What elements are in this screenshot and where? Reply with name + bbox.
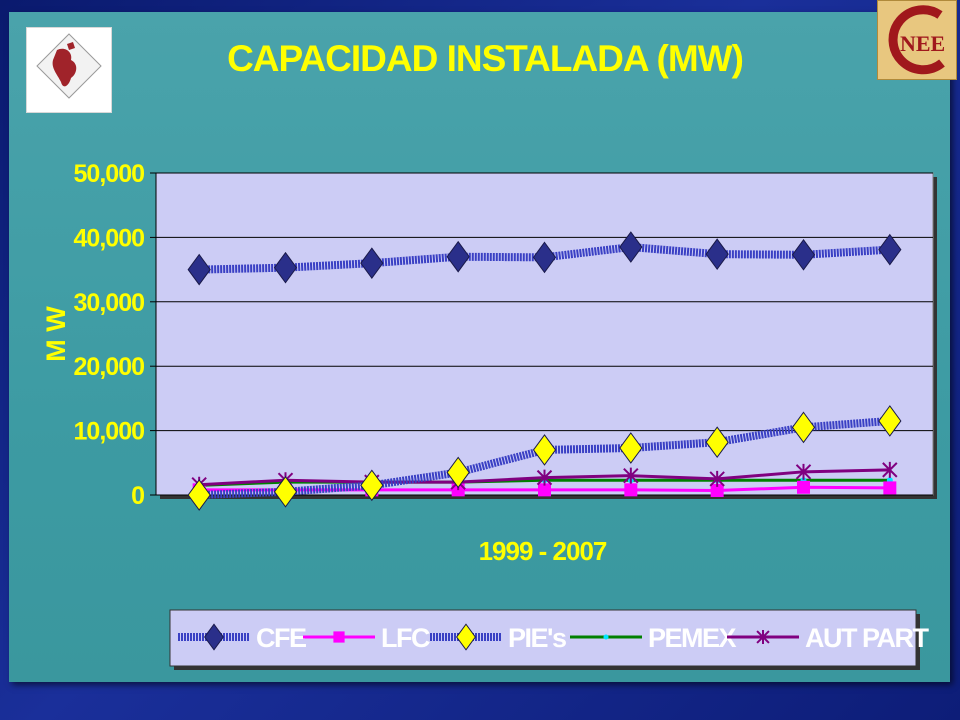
data-point-cfe: [705, 238, 729, 270]
legend-label-pie-s: PIE's: [508, 623, 566, 653]
legend-marker-aut-part: [756, 630, 770, 644]
legend-label-aut-part: AUT PART: [805, 623, 929, 653]
x-axis-label: 1999 - 2007: [479, 536, 607, 566]
y-tick-label: 50,000: [74, 160, 145, 188]
legend-marker-pemex: [603, 634, 609, 640]
data-point-pie-s: [791, 411, 816, 444]
y-tick-label: 0: [131, 482, 144, 510]
data-point-pie-s: [878, 405, 902, 437]
data-point-pie-s: [705, 426, 729, 459]
legend-label-cfe: CFE: [256, 623, 306, 653]
legend-marker-pie-s: [456, 623, 476, 651]
y-tick-label: 40,000: [74, 224, 145, 252]
data-point-lfc: [624, 483, 638, 497]
data-point-aut-part: [709, 470, 725, 487]
chart-title: CAPACIDAD INSTALADA (MW): [227, 38, 744, 79]
y-tick-label: 10,000: [74, 418, 145, 446]
y-tick-label: 20,000: [74, 353, 145, 381]
data-point-lfc: [883, 481, 897, 495]
data-point-cfe: [532, 241, 557, 274]
legend-label-lfc: LFC: [381, 623, 430, 653]
data-point-cfe: [446, 240, 470, 273]
data-point-aut-part: [536, 469, 553, 486]
data-point-aut-part: [623, 467, 639, 484]
legend-marker-cfe: [204, 623, 224, 651]
data-point-aut-part: [795, 463, 812, 480]
svg-text:NEE: NEE: [900, 31, 945, 56]
data-point-lfc: [538, 483, 551, 497]
data-point-pie-s: [446, 456, 470, 489]
data-point-pie-s: [273, 475, 298, 508]
y-tick-label: 30,000: [74, 289, 145, 317]
data-point-pie-s: [187, 479, 211, 511]
y-axis-label: M W: [41, 306, 71, 362]
data-point-cfe: [360, 247, 384, 280]
cnee-logo: NEE: [877, 0, 957, 80]
legend-marker-lfc: [333, 631, 345, 643]
data-point-pie-s: [619, 432, 643, 464]
legend-label-pemex: PEMEX: [648, 623, 737, 653]
data-point-cfe: [878, 233, 902, 266]
data-point-cfe: [791, 238, 816, 271]
data-point-lfc: [797, 480, 810, 494]
data-point-pie-s: [532, 434, 557, 466]
data-point-cfe: [187, 253, 211, 286]
ieetalc-logo: [26, 27, 112, 113]
data-point-cfe: [619, 231, 643, 263]
data-point-aut-part: [882, 461, 898, 478]
data-point-cfe: [273, 251, 298, 284]
data-point-pie-s: [360, 469, 384, 502]
